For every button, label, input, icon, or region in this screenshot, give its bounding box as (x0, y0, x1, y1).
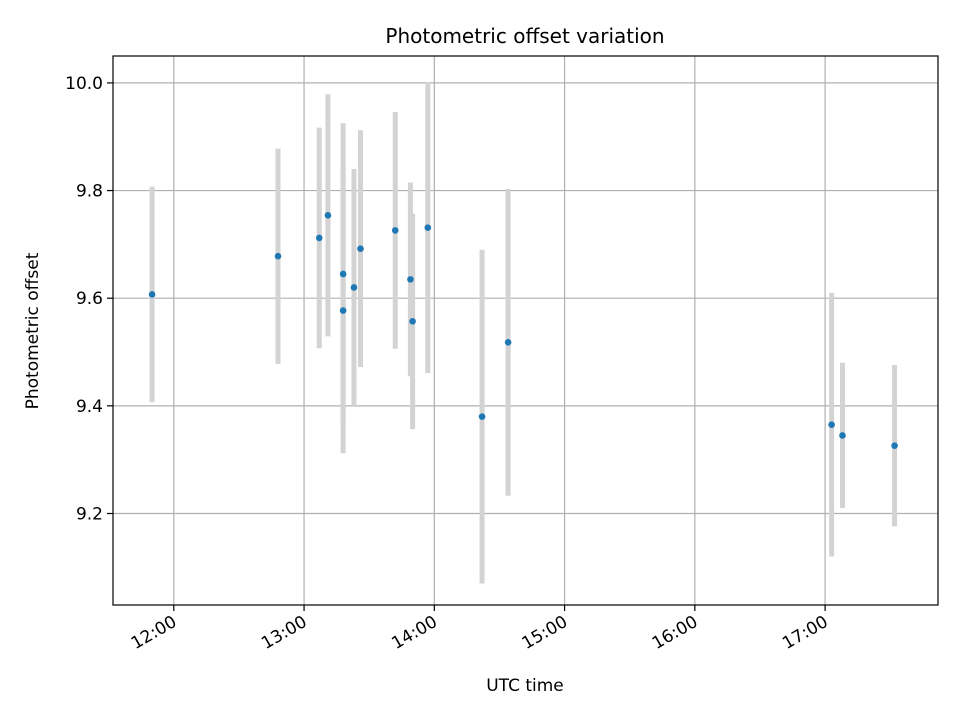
data-point (828, 421, 835, 428)
y-tick-label: 9.8 (76, 182, 103, 202)
chart-title: Photometric offset variation (385, 24, 664, 48)
data-point (409, 318, 416, 325)
plot-frame (112, 55, 939, 606)
plot-area (113, 56, 938, 605)
data-point (148, 291, 156, 298)
data-point (339, 270, 347, 278)
data-point (391, 227, 399, 234)
y-tick-label: 10.0 (65, 74, 103, 94)
data-point (339, 307, 347, 314)
data-point (504, 339, 512, 346)
grid-lines (113, 56, 938, 605)
data-points (148, 212, 898, 449)
data-point (357, 245, 364, 252)
data-point (315, 234, 323, 242)
data-point (424, 224, 432, 231)
data-point (407, 276, 414, 283)
data-point (324, 212, 332, 219)
y-tick-label: 9.6 (76, 289, 103, 309)
y-tick-label: 9.4 (76, 397, 103, 417)
y-tick-label: 9.2 (76, 505, 103, 525)
data-point (891, 442, 898, 449)
data-point (839, 432, 846, 439)
data-point (478, 413, 486, 420)
y-axis-ticks: 9.2 9.4 9.6 9.8 10.0 (65, 74, 113, 525)
data-point (350, 284, 358, 291)
x-axis-label: UTC time (486, 676, 564, 696)
data-point (274, 252, 282, 260)
y-axis-label: Photometric offset (23, 252, 43, 409)
